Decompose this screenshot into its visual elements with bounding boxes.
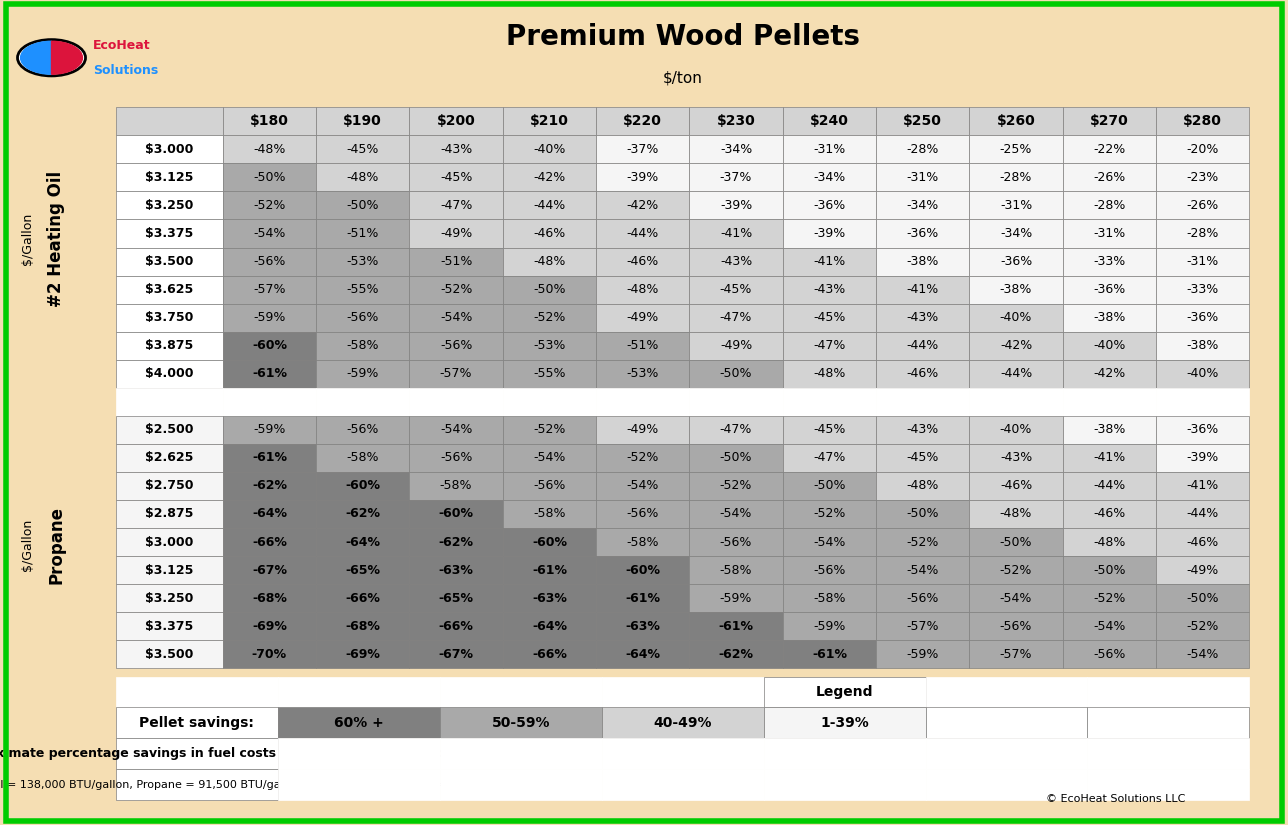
Text: Solutions: Solutions (93, 64, 158, 77)
Circle shape (18, 40, 85, 76)
Text: EcoHeat: EcoHeat (93, 39, 151, 52)
Wedge shape (52, 41, 82, 74)
Text: $/Gallon: $/Gallon (21, 518, 35, 571)
Text: $/Gallon: $/Gallon (21, 213, 35, 266)
Text: © EcoHeat Solutions LLC: © EcoHeat Solutions LLC (1046, 794, 1185, 804)
Text: Premium Wood Pellets: Premium Wood Pellets (506, 23, 859, 51)
Text: Propane: Propane (48, 506, 64, 583)
Text: $/ton: $/ton (663, 71, 702, 86)
Wedge shape (21, 41, 52, 74)
Text: #2 Heating Oil: #2 Heating Oil (48, 172, 64, 308)
